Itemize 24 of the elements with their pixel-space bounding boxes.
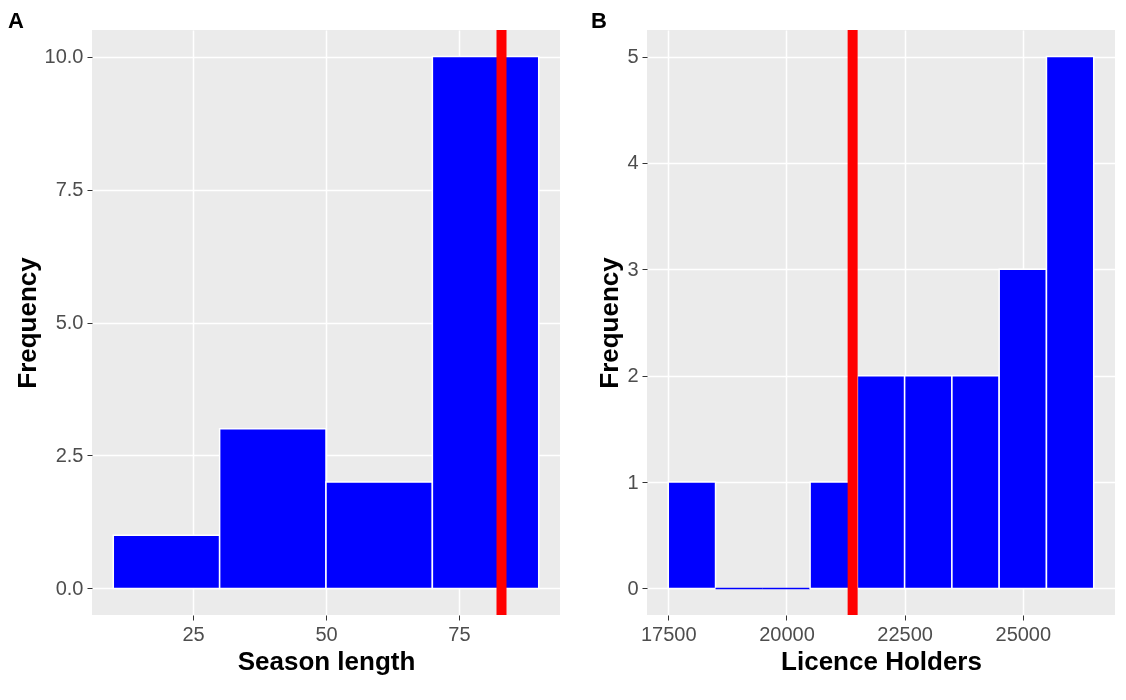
y-tick-label: 10.0 [44, 45, 84, 68]
y-tick-label: 0.0 [55, 576, 84, 599]
x-tick-label: 50 [315, 622, 338, 645]
y-axis-title: Frequency [11, 256, 42, 389]
chart-title: A [8, 8, 25, 33]
x-axis-title: Licence Holders [781, 645, 982, 676]
x-tick-label: 75 [448, 622, 471, 645]
y-tick-label: 5 [627, 45, 639, 68]
y-tick-label: 5.0 [55, 311, 84, 333]
y-tick-label: 1 [627, 470, 639, 493]
y-tick-label: 2.5 [55, 443, 84, 466]
x-axis-title: Season length [237, 645, 416, 676]
y-tick-label: 2 [627, 364, 639, 387]
y-axis-title: Frequency [594, 256, 625, 389]
y-tick-label: 7.5 [55, 178, 84, 201]
y-tick-label: 4 [627, 151, 639, 174]
y-tick-label: 0 [627, 576, 639, 599]
x-tick-label: 22500 [877, 622, 933, 645]
x-tick-label: 20000 [759, 622, 815, 645]
y-tick-label: 3 [627, 257, 639, 280]
x-tick-label: 25000 [995, 622, 1052, 645]
x-tick-label: 25 [182, 622, 205, 645]
chart-title: B [590, 8, 607, 33]
x-tick-label: 17500 [640, 622, 697, 645]
